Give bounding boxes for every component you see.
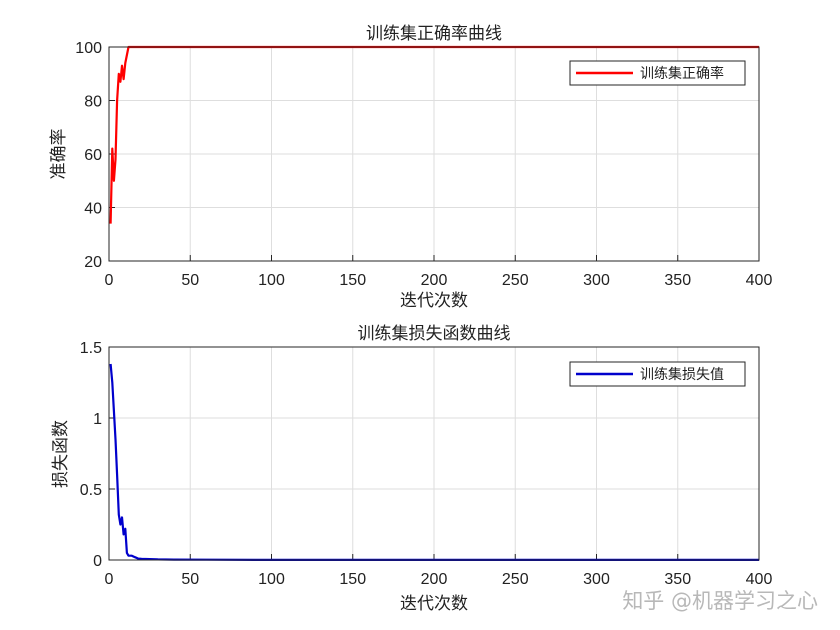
accuracy-ytick-label: 20 bbox=[84, 254, 102, 271]
loss-xtick-label: 350 bbox=[664, 571, 691, 588]
accuracy-plot: 训练集正确率曲线 迭代次数 准确率 0 50 100 150 200 250 300 350 4… bbox=[49, 24, 772, 311]
accuracy-plot-legend: 训练集正确率 bbox=[569, 60, 746, 86]
loss-xtick-label: 50 bbox=[181, 571, 199, 588]
loss-xtick-label: 400 bbox=[746, 571, 773, 588]
loss-ytick-label: 0.5 bbox=[80, 482, 102, 499]
accuracy-xtick-label: 0 bbox=[105, 272, 114, 289]
loss-ytick-label: 0 bbox=[93, 553, 102, 570]
accuracy-xtick-label: 50 bbox=[181, 272, 199, 289]
loss-xtick-label: 250 bbox=[502, 571, 529, 588]
accuracy-xtick-label: 200 bbox=[421, 272, 448, 289]
accuracy-plot-frame bbox=[108, 46, 760, 262]
accuracy-plot-ticks: 0 50 100 150 200 250 300 350 400 20 40 60 80 100 bbox=[75, 40, 772, 289]
loss-ytick-label: 1.5 bbox=[80, 340, 102, 357]
accuracy-plot-ylabel: 准确率 bbox=[49, 129, 69, 180]
loss-xtick-label: 300 bbox=[583, 571, 610, 588]
accuracy-xtick-label: 350 bbox=[664, 272, 691, 289]
accuracy-ytick-label: 80 bbox=[84, 94, 102, 111]
loss-plot-ticks: 0 50 100 150 200 250 300 350 400 0 0.5 1 1.5 bbox=[80, 340, 773, 588]
loss-xtick-label: 100 bbox=[258, 571, 285, 588]
accuracy-plot-xlabel: 迭代次数 bbox=[400, 291, 468, 311]
loss-xtick-label: 200 bbox=[421, 571, 448, 588]
accuracy-plot-title: 训练集正确率曲线 bbox=[366, 24, 502, 44]
loss-plot-ylabel: 损失函数 bbox=[51, 420, 71, 488]
loss-plot-title: 训练集损失函数曲线 bbox=[358, 324, 511, 344]
loss-ytick-label: 1 bbox=[93, 411, 102, 428]
loss-xtick-label: 0 bbox=[105, 571, 114, 588]
accuracy-legend-label: 训练集正确率 bbox=[640, 65, 724, 82]
watermark: 知乎 @机器学习之心 bbox=[622, 589, 818, 613]
loss-plot-lines bbox=[109, 363, 759, 562]
accuracy-xtick-label: 100 bbox=[258, 272, 285, 289]
loss-legend-label: 训练集损失值 bbox=[640, 366, 724, 383]
accuracy-ytick-label: 60 bbox=[84, 147, 102, 164]
loss-series-line bbox=[109, 363, 759, 562]
accuracy-ytick-label: 100 bbox=[75, 40, 102, 57]
loss-plot-frame bbox=[108, 346, 760, 561]
accuracy-xtick-label: 150 bbox=[339, 272, 366, 289]
loss-plot-legend: 训练集损失值 bbox=[569, 361, 746, 387]
accuracy-xtick-label: 300 bbox=[583, 272, 610, 289]
accuracy-xtick-label: 400 bbox=[746, 272, 773, 289]
loss-plot: 训练集损失函数曲线 迭代次数 损失函数 0 50 100 150 200 250 300 35… bbox=[51, 324, 772, 614]
accuracy-ytick-label: 40 bbox=[84, 201, 102, 218]
loss-plot-xlabel: 迭代次数 bbox=[400, 594, 468, 614]
accuracy-xtick-label: 250 bbox=[502, 272, 529, 289]
loss-xtick-label: 150 bbox=[339, 571, 366, 588]
